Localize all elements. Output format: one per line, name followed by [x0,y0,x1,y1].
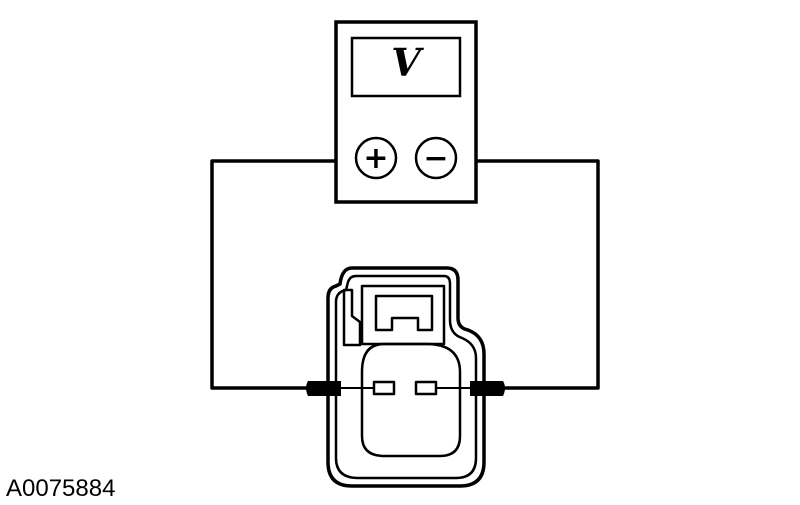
figure-id-label: A0075884 [6,475,116,502]
locking-tab [374,294,434,332]
negative-terminal-symbol: − [423,141,448,176]
connector-outer-shell [326,266,486,488]
test-leads [210,159,600,390]
terminal-cavity [360,342,462,458]
positive-terminal-symbol: + [363,141,388,176]
connector-inner-shell [334,274,478,480]
negative-probe-end [500,381,505,396]
multimeter: V + − [334,20,478,204]
display-symbol: V [391,40,424,85]
test-probes [306,381,505,396]
negative-lead-wire [454,159,600,390]
positive-probe-end [306,381,311,396]
connector-latch [342,288,362,347]
connector [326,266,486,488]
terminal-pin-left [372,380,396,396]
positive-lead-wire [210,159,358,390]
negative-probe-body [470,381,500,396]
terminal-pin-right [414,380,438,396]
negative-terminal [414,136,458,180]
positive-probe-body [311,381,341,396]
positive-terminal [354,136,398,180]
multimeter-display [350,36,462,98]
